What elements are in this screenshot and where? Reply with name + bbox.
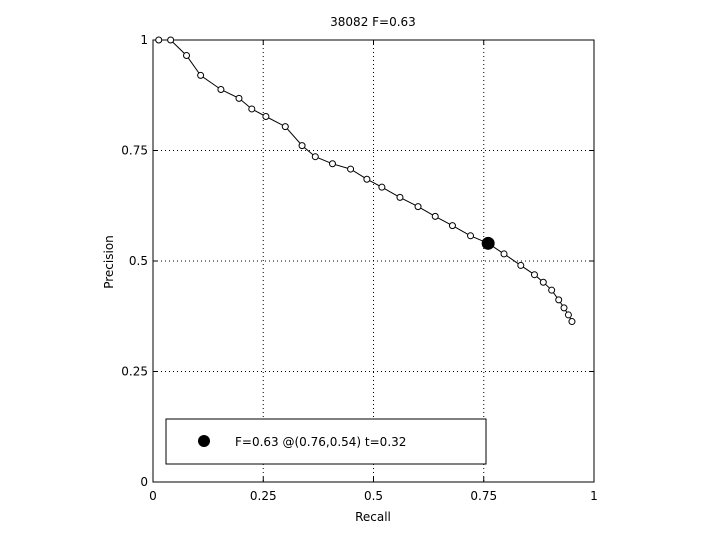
x-tick-label: 0 — [149, 489, 157, 503]
data-point — [167, 36, 175, 44]
legend-text: F=0.63 @(0.76,0.54) t=0.32 — [235, 435, 406, 449]
data-point — [248, 105, 256, 113]
x-tick-label: 0.75 — [470, 489, 497, 503]
data-point — [328, 160, 336, 168]
axis-tick-labels: 0 0.25 0.5 0.75 1 0 0.25 0.5 0.75 1 — [121, 33, 598, 503]
data-point — [281, 123, 289, 131]
data-point — [298, 142, 306, 150]
grid-lines — [153, 40, 594, 482]
data-point — [539, 278, 547, 286]
legend-box — [165, 418, 487, 465]
data-point — [217, 86, 225, 94]
y-tick-label: 0.25 — [121, 365, 148, 379]
data-point — [500, 250, 508, 258]
data-point — [564, 311, 572, 319]
legend-marker — [198, 435, 210, 447]
series-points — [155, 36, 576, 326]
x-tick-label: 0.25 — [250, 489, 277, 503]
data-point — [568, 318, 576, 326]
y-tick-label: 0.75 — [121, 144, 148, 158]
data-point — [467, 232, 475, 240]
data-point — [183, 51, 191, 59]
y-axis-label: Precision — [102, 235, 116, 289]
data-point — [555, 296, 563, 304]
data-point — [548, 286, 556, 294]
data-point — [235, 94, 243, 102]
best-f-point — [481, 236, 495, 250]
data-point — [517, 261, 525, 269]
data-point — [448, 222, 456, 230]
x-tick-label: 0.5 — [364, 489, 383, 503]
y-tick-label: 1 — [140, 33, 148, 47]
y-tick-label: 0 — [140, 475, 148, 489]
x-axis-label: Recall — [355, 510, 391, 524]
data-point — [378, 183, 386, 191]
data-point — [414, 203, 422, 211]
data-point — [197, 71, 205, 79]
data-point — [530, 271, 538, 279]
data-point — [155, 36, 163, 44]
data-point — [560, 304, 568, 312]
data-point — [363, 175, 371, 183]
chart-title: 38082 F=0.63 — [330, 15, 416, 29]
legend: F=0.63 @(0.76,0.54) t=0.32 — [165, 418, 487, 465]
data-point — [431, 212, 439, 220]
data-point — [311, 153, 319, 161]
data-point — [347, 165, 355, 173]
data-point — [396, 193, 404, 201]
x-tick-label: 1 — [590, 489, 598, 503]
y-tick-label: 0.5 — [129, 254, 148, 268]
data-point — [262, 112, 270, 120]
